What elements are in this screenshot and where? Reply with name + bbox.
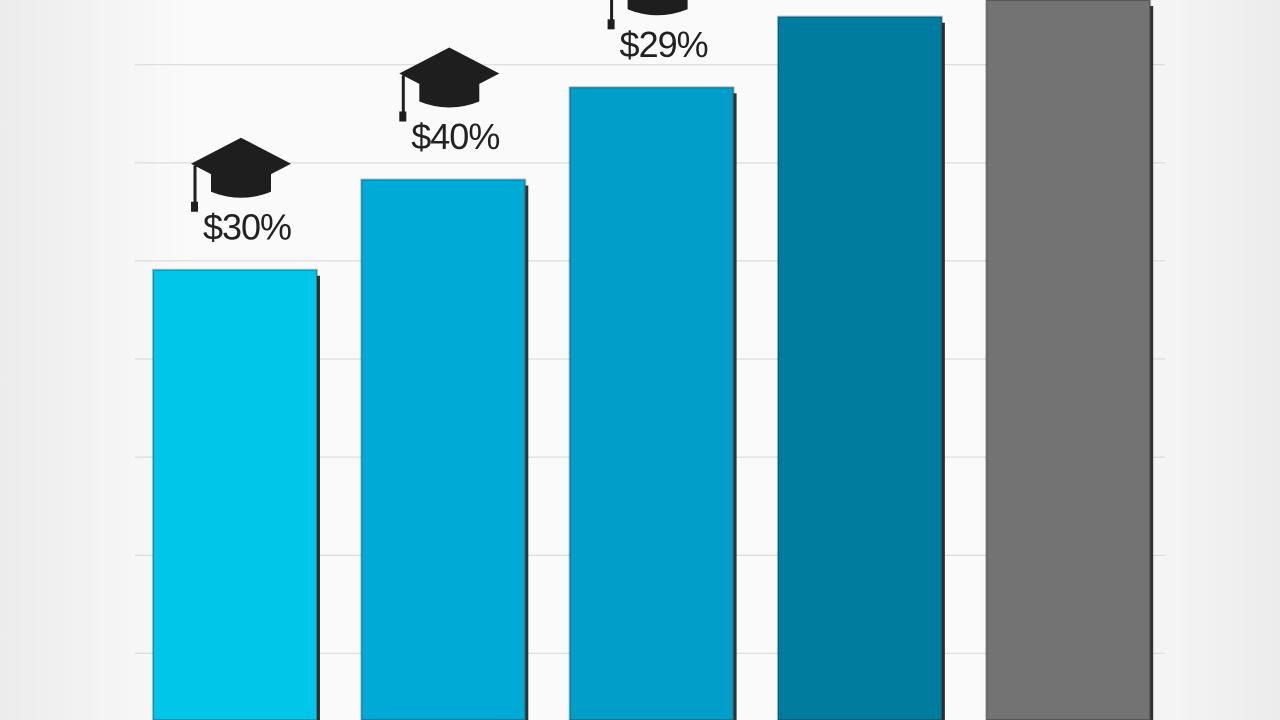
cap-icon [191,137,291,212]
bar [360,178,527,720]
bar-shadow [941,22,945,720]
bar-annotation: $29% [620,24,708,65]
cap-tassel-end [607,19,615,30]
cap-icon [607,0,688,30]
bar [152,268,318,720]
bar-annotation: $40% [411,116,499,157]
bar-shadow [1150,6,1154,720]
bar-annotation: $30% [203,206,291,247]
bar [776,15,943,720]
bar-shadow [525,185,529,720]
cap-tassel-end [399,111,407,122]
bar-shadow [317,275,320,720]
bar [568,86,735,720]
cap-icon [399,47,500,122]
cap-base [627,0,688,16]
cap-board [643,0,672,8]
bar [985,0,1152,720]
bar-shadow [733,93,737,720]
cap-base [419,83,480,108]
cap-tassel-end [191,201,198,212]
cap-base [211,173,271,198]
